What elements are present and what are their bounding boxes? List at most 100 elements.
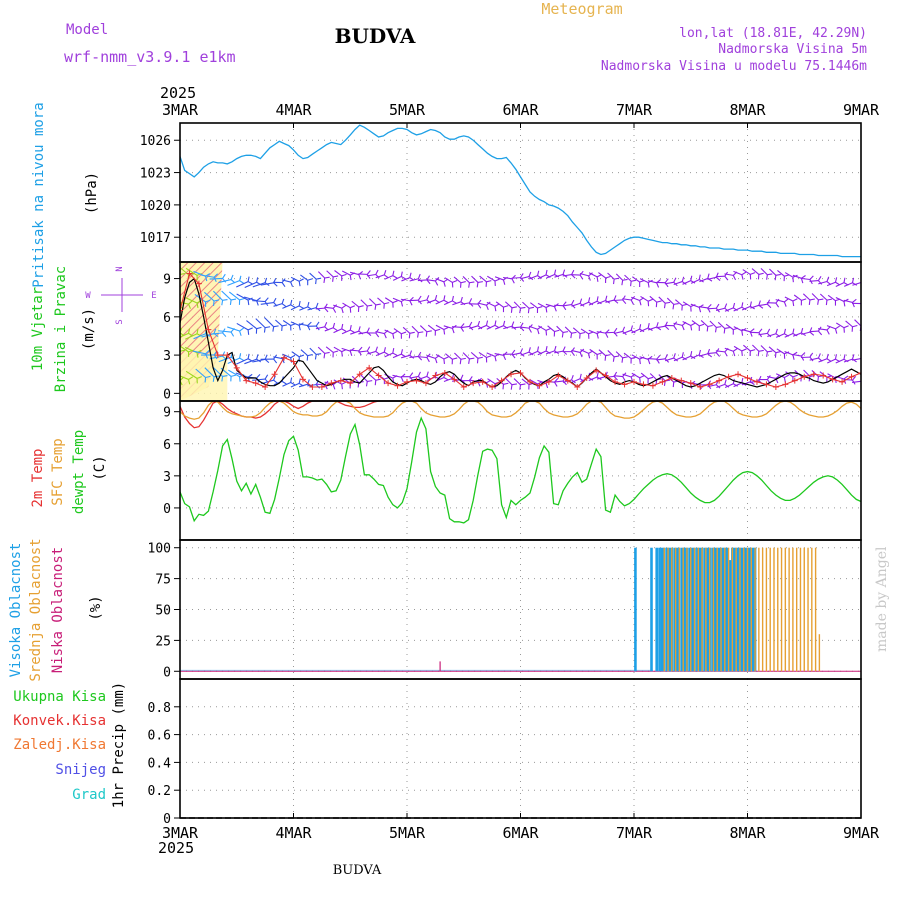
wind-barb	[360, 225, 367, 231]
wind-barb	[316, 250, 325, 251]
gust-marker	[243, 377, 250, 384]
gust-marker	[716, 377, 723, 384]
wind-barb-head	[681, 325, 685, 331]
wind-barb-head	[298, 278, 304, 282]
wind-barb-head	[511, 306, 517, 309]
wind-barb-head	[196, 302, 199, 308]
wind-barb	[300, 349, 309, 357]
wind-barb-head	[648, 253, 652, 255]
wind-barb-head	[290, 304, 296, 308]
wind-barb	[409, 355, 419, 358]
gust-marker	[508, 371, 515, 378]
wind-barb-head	[698, 354, 704, 359]
wind-barb-head	[435, 255, 436, 260]
y-tick-label: 0.4	[148, 756, 172, 771]
wind-barb-head	[264, 354, 268, 360]
legend-convective-rain: Konvek.Kisa	[13, 713, 106, 729]
wind-barb	[521, 378, 530, 385]
wind-barb	[607, 272, 615, 280]
high-cloud-bar	[650, 547, 653, 672]
wind-barb-head	[189, 251, 191, 256]
wind-barb-head	[555, 229, 559, 231]
compass-west: W	[85, 291, 91, 301]
wind-barb	[707, 231, 716, 232]
wind-barb	[615, 351, 624, 359]
wind-barb-head	[376, 229, 381, 230]
wind-barb-head	[469, 357, 475, 360]
wind-barb	[487, 275, 496, 282]
wind-barb-head	[400, 377, 404, 383]
wind-barb	[673, 249, 682, 250]
wind-barb	[741, 381, 751, 386]
wind-barb-head	[749, 301, 752, 307]
gust-marker	[545, 378, 552, 385]
wind-barb-head	[817, 376, 819, 382]
wind-barb	[324, 306, 334, 309]
wind-barb-head	[776, 223, 778, 227]
wind-band	[180, 355, 228, 401]
wind-barb-head	[554, 306, 557, 312]
x-tick-label-bottom: 9MAR	[843, 824, 880, 842]
high-cloud-bar	[668, 547, 671, 672]
wind-barb	[411, 325, 419, 334]
wind-barb-head	[571, 351, 575, 356]
wind-barb-head	[495, 226, 499, 229]
wind-barb-head	[325, 250, 328, 254]
wind-barb	[452, 250, 461, 252]
wind-barb-head	[614, 257, 616, 261]
wind-barb-head	[571, 299, 575, 305]
wind-barb	[639, 327, 649, 333]
wind-barb-head	[272, 326, 275, 332]
wind-barb	[192, 350, 206, 355]
gust-marker	[697, 383, 704, 390]
wind-barb-head	[554, 381, 558, 387]
y-tick-label: 0	[163, 665, 171, 680]
wind-barb-head	[801, 298, 807, 301]
wind-barb-head	[826, 276, 830, 282]
wind-barb	[496, 225, 504, 229]
credit-text: made by Angel	[874, 546, 890, 652]
wind-barb	[218, 256, 231, 257]
wind-barb-head	[843, 354, 846, 360]
wind-barb-head	[213, 277, 217, 282]
wind-barb-head	[724, 303, 728, 309]
wind-barb	[326, 270, 334, 278]
wind-barb-head	[723, 328, 726, 334]
mid-cloud-bar	[769, 547, 771, 672]
wind-barb-head	[715, 352, 721, 357]
wind-barb-head	[588, 272, 593, 277]
wind-barb-head	[239, 330, 242, 336]
wind-barb	[444, 249, 452, 253]
wind-barb	[658, 296, 666, 304]
wind-barb-head	[674, 245, 676, 249]
wind-barb	[351, 254, 359, 258]
wind-barb	[228, 291, 240, 301]
wind-barb	[801, 331, 811, 335]
wind-barb	[835, 358, 845, 364]
wind-barb	[351, 300, 360, 308]
wind-barb-head	[426, 295, 430, 301]
wind-barb	[300, 274, 309, 281]
wind-barb	[622, 298, 632, 301]
wind-barb-head	[614, 277, 620, 280]
wind-barb	[471, 275, 479, 283]
high-cloud-bar	[634, 547, 637, 672]
wind-barb	[252, 221, 265, 224]
wind-barb	[760, 345, 768, 353]
wind-barb-head	[247, 327, 253, 331]
wind-barb	[236, 293, 249, 301]
wind-barb	[640, 295, 649, 302]
wind-barb	[366, 350, 376, 355]
wind-barb-head	[597, 255, 602, 257]
wind-barb-head	[766, 332, 772, 338]
wind-barb	[227, 326, 240, 332]
wind-barb	[741, 305, 751, 311]
wind-barb-head	[793, 257, 797, 259]
wind-barb-head	[630, 325, 633, 331]
wind-barb-head	[511, 278, 515, 284]
wind-barb-head	[742, 231, 746, 234]
wind-barb-head	[188, 303, 192, 309]
wind-barb-head	[698, 307, 702, 313]
wind-barb	[194, 221, 206, 227]
product-title: Meteogram	[541, 0, 622, 18]
